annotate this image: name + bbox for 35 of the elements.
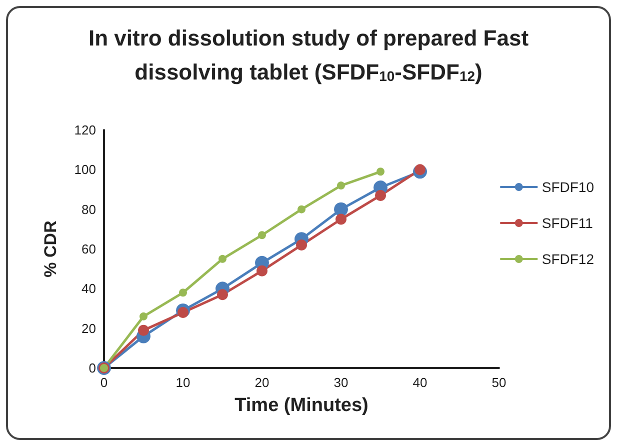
point [414, 164, 426, 176]
point [336, 214, 346, 225]
y-tick-label: 0 [88, 360, 96, 376]
point [179, 288, 187, 297]
point [258, 231, 266, 240]
chart-title: In vitro dissolution study of prepared Fast dissolving tablet (SFDF10-SFDF12) [88, 26, 530, 84]
point [217, 289, 228, 300]
y-tick-label: 80 [82, 202, 96, 217]
x-tick-label: 30 [334, 375, 348, 390]
point [375, 190, 386, 201]
x-tick-label: 10 [176, 375, 190, 390]
x-tick-label: 0 [100, 375, 108, 390]
point [376, 168, 384, 176]
y-tick-label: 100 [74, 162, 96, 178]
x-tick-label: 20 [254, 375, 270, 390]
point [218, 254, 226, 263]
point [337, 182, 345, 190]
legend-label: SFDF11 [542, 215, 594, 231]
legend-label: SFDF12 [542, 251, 594, 267]
point [138, 324, 149, 336]
x-tick-label: 40 [412, 375, 428, 390]
x-tick-label: 50 [492, 375, 506, 390]
point [178, 306, 188, 318]
point [334, 202, 348, 216]
legend-label: SFDF10 [542, 179, 594, 195]
y-tick-label: 120 [74, 122, 96, 138]
point [298, 205, 306, 214]
point [140, 312, 148, 320]
point [296, 240, 307, 251]
y-tick-label: 20 [82, 320, 96, 336]
y-axis-title: % CDR [41, 220, 60, 278]
x-axis-title: Time (Minutes) [234, 395, 368, 416]
y-tick-label: 40 [82, 281, 96, 296]
y-tick-label: 60 [82, 242, 96, 256]
point [256, 265, 268, 276]
